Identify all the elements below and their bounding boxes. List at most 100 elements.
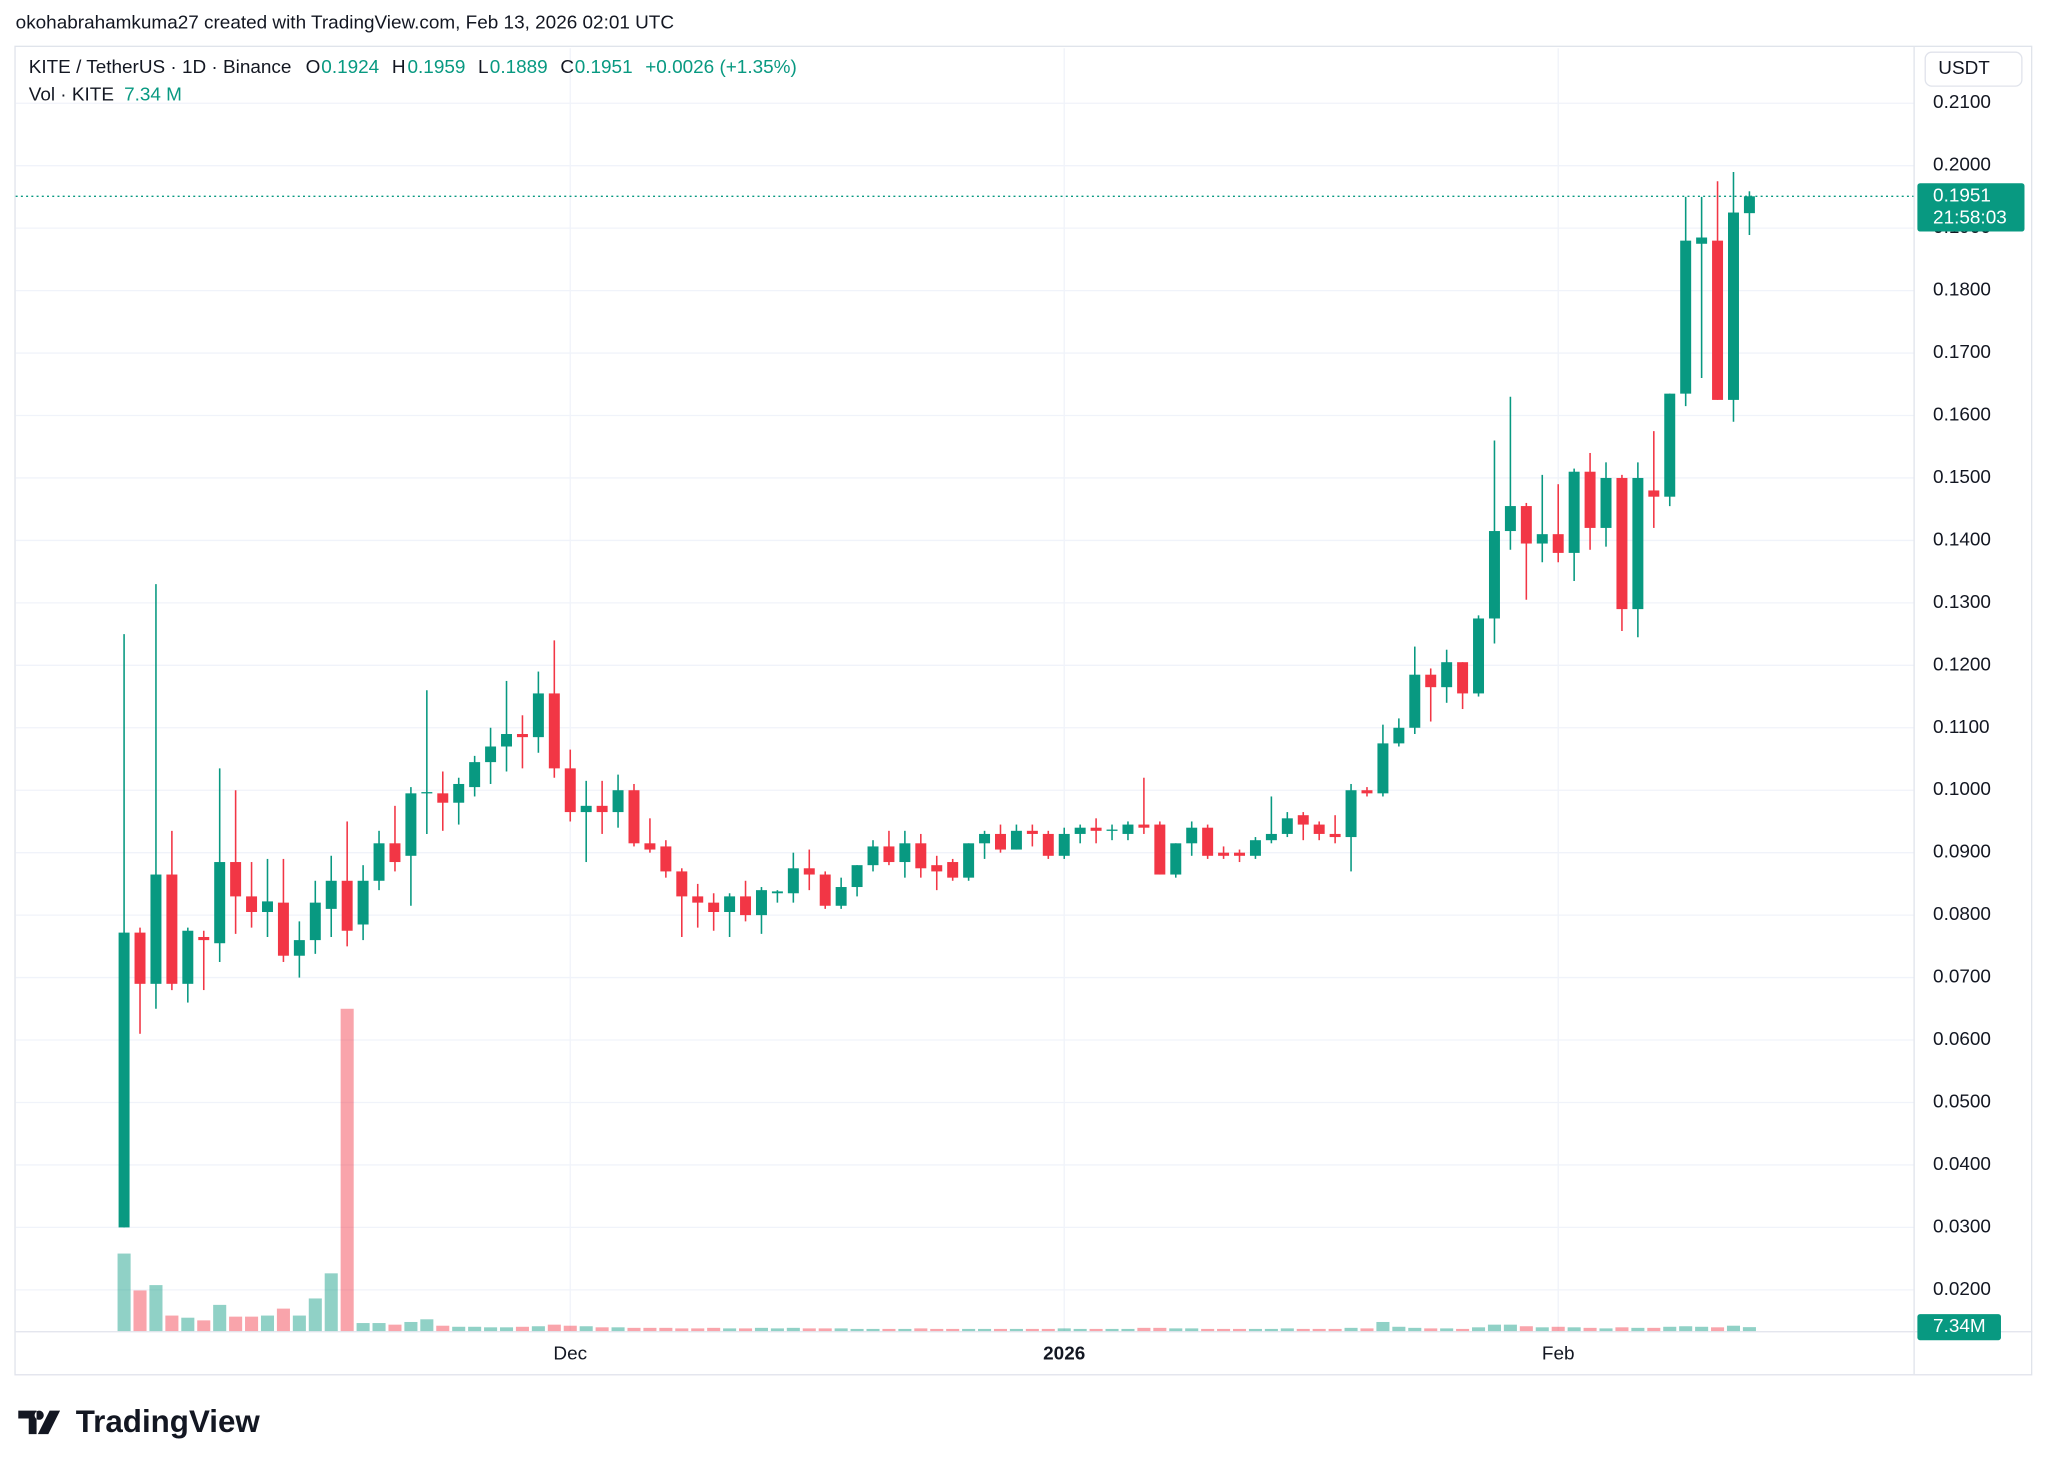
y-tick-label: 0.0700	[1933, 967, 1991, 988]
volume-bar	[1248, 1328, 1262, 1332]
candle-body	[501, 734, 512, 747]
volume-bar	[930, 1328, 944, 1332]
volume-bar	[499, 1327, 514, 1332]
volume-bar	[1121, 1328, 1135, 1332]
volume-bar	[786, 1327, 800, 1332]
volume-bar	[1073, 1328, 1087, 1332]
candle-body	[740, 896, 752, 916]
volume-bar	[181, 1317, 195, 1332]
y-tick-label: 0.1300	[1933, 592, 1991, 613]
candle-body	[309, 902, 321, 941]
volume-bar	[1599, 1328, 1613, 1332]
candle-body	[1361, 790, 1373, 794]
candle-body	[1457, 662, 1469, 694]
volume-bar	[1041, 1328, 1055, 1332]
candle-body	[118, 932, 130, 1228]
candle-body	[1281, 818, 1293, 834]
last-price-badge	[1917, 183, 2025, 232]
volume-bar	[563, 1325, 577, 1332]
volume-bar	[276, 1308, 290, 1332]
y-tick-label: 0.0400	[1933, 1154, 1991, 1175]
legend: KITE / TetherUS · 1D · Binance O 0.1924 …	[29, 57, 797, 105]
candle-body	[166, 874, 178, 984]
volume-badge-label: 7.34M	[1933, 1316, 1986, 1337]
volume-bar	[117, 1253, 131, 1332]
volume-bar	[1057, 1328, 1071, 1332]
volume-name: Vol · KITE	[29, 84, 114, 105]
candle-body	[1425, 674, 1437, 688]
candle-body	[485, 746, 497, 763]
y-tick-label: 0.0800	[1933, 904, 1991, 925]
y-tick-label: 0.0600	[1933, 1029, 1991, 1050]
volume-bar	[1503, 1324, 1517, 1332]
volume-bar	[1535, 1327, 1549, 1332]
candle-body	[1122, 824, 1134, 834]
y-tick-label: 0.2100	[1933, 92, 1991, 113]
volume-bar	[1169, 1328, 1183, 1332]
candle-body	[1154, 824, 1166, 875]
candle-body	[548, 693, 560, 769]
candle-body	[516, 734, 528, 738]
candle-body	[230, 862, 242, 897]
volume-bar	[675, 1328, 689, 1332]
candle-body	[1568, 471, 1580, 553]
volume-bar	[914, 1328, 928, 1332]
candle-body	[628, 790, 640, 844]
volume-bar	[388, 1324, 402, 1332]
candle-body	[1377, 743, 1389, 794]
volume-bar	[1456, 1328, 1470, 1332]
currency-box	[1924, 51, 2023, 87]
volume-bar	[834, 1328, 848, 1332]
candle-body	[1600, 477, 1612, 528]
candle-body	[1026, 830, 1038, 834]
y-tick-label: 0.2000	[1933, 155, 1991, 176]
candle-body	[724, 896, 736, 913]
volume-bar	[1328, 1328, 1342, 1332]
volume-bar	[850, 1328, 864, 1332]
candle-body	[644, 843, 656, 850]
volume-bar	[611, 1327, 625, 1332]
x-tick-label: Dec	[553, 1344, 587, 1365]
candle-body	[1584, 471, 1596, 528]
volume-bar	[547, 1324, 561, 1332]
y-tick-label: 0.0300	[1933, 1216, 1991, 1237]
volume-bar	[229, 1316, 243, 1332]
volume-bar	[420, 1319, 434, 1332]
volume-bar	[356, 1323, 370, 1332]
price-axis: USDT 0.0200 0.0300 0.0400 0.0500 0.0600 0.070…	[1917, 51, 2025, 1341]
candle-body	[1473, 618, 1485, 694]
y-tick-label: 0.0500	[1933, 1091, 1991, 1112]
volume-bar	[1232, 1328, 1247, 1332]
candle-body	[134, 932, 146, 984]
volume-bar	[1137, 1327, 1151, 1332]
candle-body	[787, 868, 799, 894]
volume-bar	[165, 1315, 179, 1332]
volume-bar	[531, 1326, 545, 1332]
candle-body	[867, 846, 879, 866]
volume-bar	[468, 1326, 482, 1332]
candle-body	[708, 902, 720, 913]
brand-name: TradingView	[76, 1404, 261, 1439]
volume-bar	[197, 1320, 211, 1332]
volume-bar	[818, 1328, 832, 1332]
volume-bar	[1711, 1327, 1725, 1332]
candle-body	[214, 862, 226, 944]
volume-bar	[723, 1328, 737, 1332]
volume-bar	[643, 1327, 657, 1332]
candle-body	[1393, 727, 1405, 744]
candle-body	[947, 862, 959, 878]
plot	[15, 171, 1914, 1332]
volume-bar	[1726, 1325, 1741, 1332]
candle-body	[1058, 833, 1070, 856]
candle-body	[293, 940, 305, 956]
y-tick-label: 0.1400	[1933, 529, 1991, 550]
candle-body	[1090, 827, 1102, 831]
candle-body	[1010, 830, 1022, 850]
volume-bar	[1312, 1328, 1326, 1332]
volume-bar	[1567, 1327, 1581, 1332]
candle-body	[755, 890, 767, 916]
y-tick-label: 0.1600	[1933, 405, 1991, 426]
candle-body	[580, 805, 592, 813]
candle-body	[1202, 827, 1214, 856]
